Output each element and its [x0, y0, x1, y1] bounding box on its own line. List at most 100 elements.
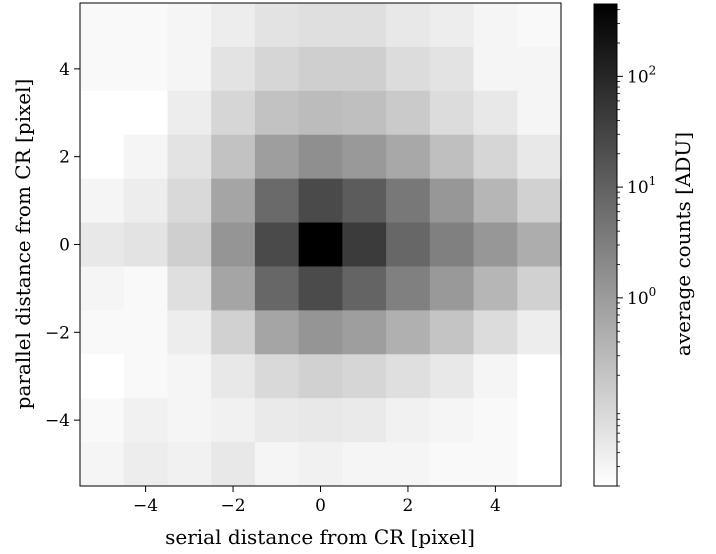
heatmap-cell — [167, 398, 212, 443]
heatmap-cell — [517, 90, 562, 136]
heatmap-cell — [211, 90, 256, 136]
heatmap-cell — [517, 354, 562, 399]
heatmap-cell — [254, 90, 300, 136]
heatmap-cell — [80, 266, 125, 311]
heatmap-cell — [473, 178, 518, 224]
heatmap-cell — [254, 442, 300, 487]
x-axis-ticks: −4 −2 0 2 4 — [133, 486, 501, 516]
heatmap-cell — [80, 134, 125, 180]
heatmap-cell — [167, 3, 212, 48]
heatmap-cell — [254, 46, 300, 92]
colorbar — [593, 3, 618, 487]
heatmap-cell — [254, 3, 300, 48]
heatmap-cell — [473, 134, 518, 180]
heatmap-cell — [123, 3, 169, 48]
heatmap-cell — [429, 134, 475, 180]
heatmap-cell — [298, 46, 343, 92]
y-tick-label: 0 — [59, 236, 70, 256]
colorbar-label: average counts [ADU] — [671, 132, 695, 356]
heatmap-cell — [342, 310, 387, 355]
heatmap-cell — [123, 442, 169, 487]
heatmap-cell — [80, 354, 125, 399]
heatmap-cell — [473, 90, 518, 136]
heatmap-cell — [211, 442, 256, 487]
heatmap-cell — [298, 3, 343, 48]
heatmap-cell — [517, 266, 562, 311]
colorbar-tick-label: 101 — [627, 174, 656, 198]
heatmap-cell — [123, 310, 169, 355]
heatmap-cell — [342, 354, 387, 399]
heatmap-cell — [123, 266, 169, 311]
y-tick-label: 2 — [59, 148, 70, 168]
heatmap-cell — [473, 3, 518, 48]
heatmap-cell — [254, 134, 300, 180]
heatmap-cells — [80, 3, 562, 487]
heatmap-cell — [386, 3, 431, 48]
heatmap-cell — [298, 398, 343, 443]
x-tick-label: 2 — [403, 496, 414, 516]
heatmap-cell — [211, 398, 256, 443]
heatmap-cell — [386, 398, 431, 443]
heatmap-cell — [429, 90, 475, 136]
heatmap-cell — [342, 134, 387, 180]
heatmap-cell — [298, 266, 343, 311]
heatmap-cell — [517, 442, 562, 487]
heatmap-cell — [429, 266, 475, 311]
heatmap-cell — [342, 46, 387, 92]
x-tick-label: −2 — [221, 496, 246, 516]
heatmap-cell — [473, 354, 518, 399]
heatmap-cell — [254, 310, 300, 355]
heatmap-cell — [386, 90, 431, 136]
heatmap-cell — [517, 134, 562, 180]
heatmap-cell — [386, 310, 431, 355]
heatmap-cell — [211, 222, 256, 268]
heatmap-cell — [167, 354, 212, 399]
heatmap-cell — [167, 442, 212, 487]
heatmap-cell — [298, 222, 343, 268]
heatmap-cell — [123, 134, 169, 180]
heatmap-cell — [473, 222, 518, 268]
heatmap-cell — [80, 3, 125, 48]
heatmap-cell — [429, 46, 475, 92]
x-tick-label: −4 — [133, 496, 158, 516]
heatmap-cell — [211, 266, 256, 311]
heatmap-cell — [298, 134, 343, 180]
heatmap-cell — [429, 398, 475, 443]
heatmap-cell — [517, 3, 562, 48]
heatmap-cell — [473, 442, 518, 487]
y-tick-label: 4 — [59, 60, 70, 80]
heatmap-cell — [211, 46, 256, 92]
heatmap-cell — [80, 398, 125, 443]
heatmap-cell — [123, 46, 169, 92]
heatmap-cell — [211, 310, 256, 355]
heatmap-cell — [386, 442, 431, 487]
x-tick-label: 4 — [490, 496, 501, 516]
heatmap-cell — [386, 46, 431, 92]
heatmap-cell — [517, 310, 562, 355]
heatmap-cell — [429, 442, 475, 487]
heatmap-cell — [167, 310, 212, 355]
heatmap-cell — [429, 354, 475, 399]
heatmap-cell — [80, 310, 125, 355]
heatmap-cell — [517, 398, 562, 443]
heatmap-cell — [80, 178, 125, 224]
heatmap-cell — [386, 354, 431, 399]
heatmap-cell — [517, 222, 562, 268]
heatmap-cell — [298, 178, 343, 224]
heatmap-cell — [123, 90, 169, 136]
heatmap-cell — [167, 90, 212, 136]
y-tick-label: −2 — [45, 323, 70, 343]
heatmap-cell — [80, 90, 125, 136]
colorbar-tick-label: 102 — [627, 63, 656, 87]
heatmap-cell — [80, 442, 125, 487]
heatmap-cell — [254, 398, 300, 443]
heatmap-cell — [211, 178, 256, 224]
x-tick-label: 0 — [315, 496, 326, 516]
heatmap-cell — [298, 442, 343, 487]
heatmap-cell — [342, 222, 387, 268]
heatmap-cell — [386, 266, 431, 311]
heatmap-cell — [298, 90, 343, 136]
y-axis-ticks: −4 −2 0 2 4 — [45, 60, 80, 431]
heatmap-cell — [342, 90, 387, 136]
